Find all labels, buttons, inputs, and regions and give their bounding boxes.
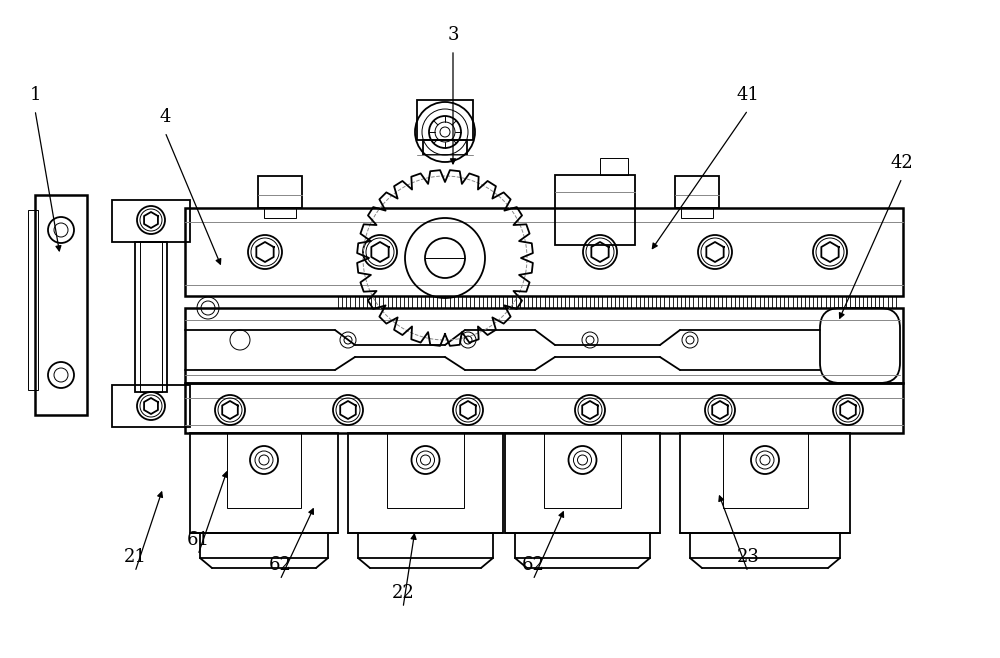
Bar <box>690 533 840 558</box>
Text: 4: 4 <box>159 108 171 126</box>
Bar <box>135 242 167 392</box>
Bar <box>112 200 190 242</box>
Bar <box>423 140 467 155</box>
Bar <box>185 208 903 296</box>
Bar <box>112 385 190 427</box>
Bar <box>348 433 503 533</box>
Bar <box>140 242 162 392</box>
Bar <box>387 433 464 508</box>
Bar <box>28 210 38 390</box>
Text: 42: 42 <box>891 154 913 172</box>
Text: 1: 1 <box>29 86 41 104</box>
Text: 41: 41 <box>737 86 759 104</box>
Bar <box>722 433 808 508</box>
Text: 3: 3 <box>447 26 459 44</box>
Bar <box>680 433 850 533</box>
Bar <box>185 308 903 383</box>
Text: 21: 21 <box>124 548 146 566</box>
Text: 62: 62 <box>269 556 291 574</box>
Bar <box>190 433 338 533</box>
Bar <box>185 383 903 433</box>
Bar <box>675 176 719 208</box>
Bar <box>258 176 302 208</box>
Bar <box>555 175 635 245</box>
Bar <box>681 208 713 218</box>
Bar <box>505 433 660 533</box>
Text: 23: 23 <box>737 548 759 566</box>
Bar <box>417 100 473 140</box>
Bar <box>264 208 296 218</box>
Bar <box>200 533 328 558</box>
Bar <box>600 158 628 175</box>
Bar <box>35 195 87 415</box>
Bar <box>515 533 650 558</box>
Bar <box>358 533 493 558</box>
Bar <box>544 433 621 508</box>
Text: 61: 61 <box>186 531 210 549</box>
Text: 22: 22 <box>392 584 414 602</box>
Bar <box>227 433 301 508</box>
Text: 62: 62 <box>522 556 544 574</box>
